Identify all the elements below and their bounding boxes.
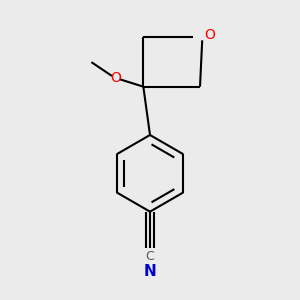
Text: O: O bbox=[110, 71, 122, 85]
Text: N: N bbox=[144, 264, 156, 279]
Text: O: O bbox=[204, 28, 215, 42]
Text: C: C bbox=[146, 250, 154, 263]
